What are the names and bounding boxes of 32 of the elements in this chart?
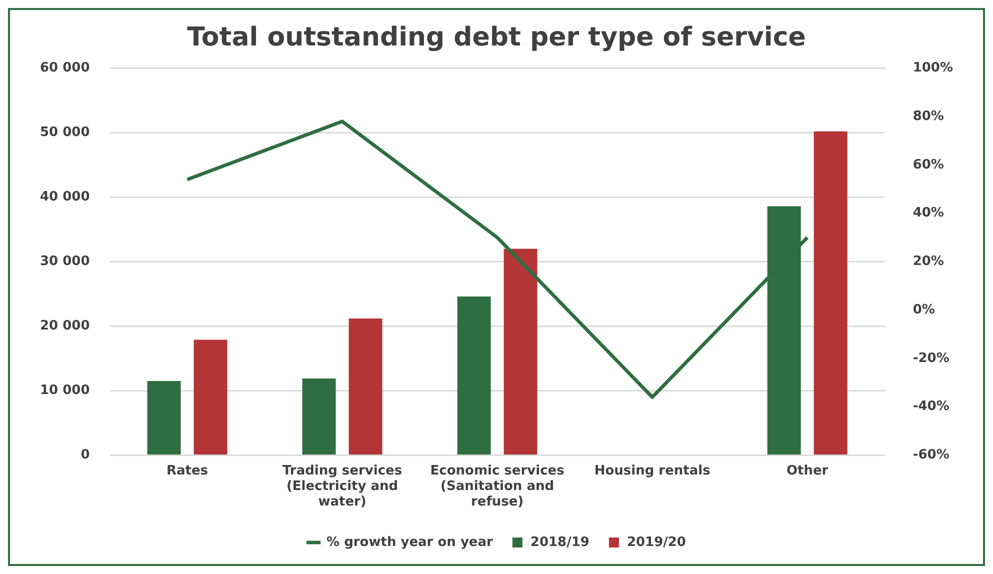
y-tick-label: 30 000 <box>40 254 90 270</box>
y2-tick-label: 40% <box>912 206 944 221</box>
y2-tick-label: 0% <box>912 302 935 318</box>
y2-tick-label: 100% <box>912 60 954 76</box>
y2-tick-label: -60% <box>912 448 950 463</box>
bar <box>457 296 491 454</box>
bar <box>302 378 336 454</box>
y-tick-label: 40 000 <box>40 190 90 205</box>
y2-tick-label: 20% <box>912 254 944 270</box>
bar <box>814 131 848 454</box>
x-tick-label: Trading services (Electricity and water) <box>282 463 402 510</box>
legend-label: 2018/19 <box>530 534 590 550</box>
y2-tick-label: 60% <box>912 157 944 172</box>
y2-tick-label: 80% <box>912 108 944 124</box>
y2-tick-label: -20% <box>912 350 950 366</box>
chart-title: Total outstanding debt per type of service <box>187 22 806 52</box>
legend-label: % growth year on year <box>326 534 494 550</box>
x-tick-label: Housing rentals <box>594 463 711 478</box>
y-tick-label: 50 000 <box>40 125 90 140</box>
y2-tick-label: -40% <box>912 399 950 414</box>
x-tick-label: Other <box>786 463 829 478</box>
y-tick-label: 60 000 <box>40 60 90 76</box>
y-tick-label: 10 000 <box>40 383 90 398</box>
y-tick-label: 20 000 <box>40 318 90 334</box>
x-tick-label: Rates <box>166 463 208 478</box>
legend-label: 2019/20 <box>626 534 686 550</box>
bar <box>504 248 538 454</box>
bar <box>194 340 228 454</box>
y-tick-label: 0 <box>80 448 90 463</box>
x-tick-label: Economic services (Sanitation and refuse) <box>430 463 565 510</box>
bar <box>348 318 382 454</box>
bar <box>147 381 181 454</box>
